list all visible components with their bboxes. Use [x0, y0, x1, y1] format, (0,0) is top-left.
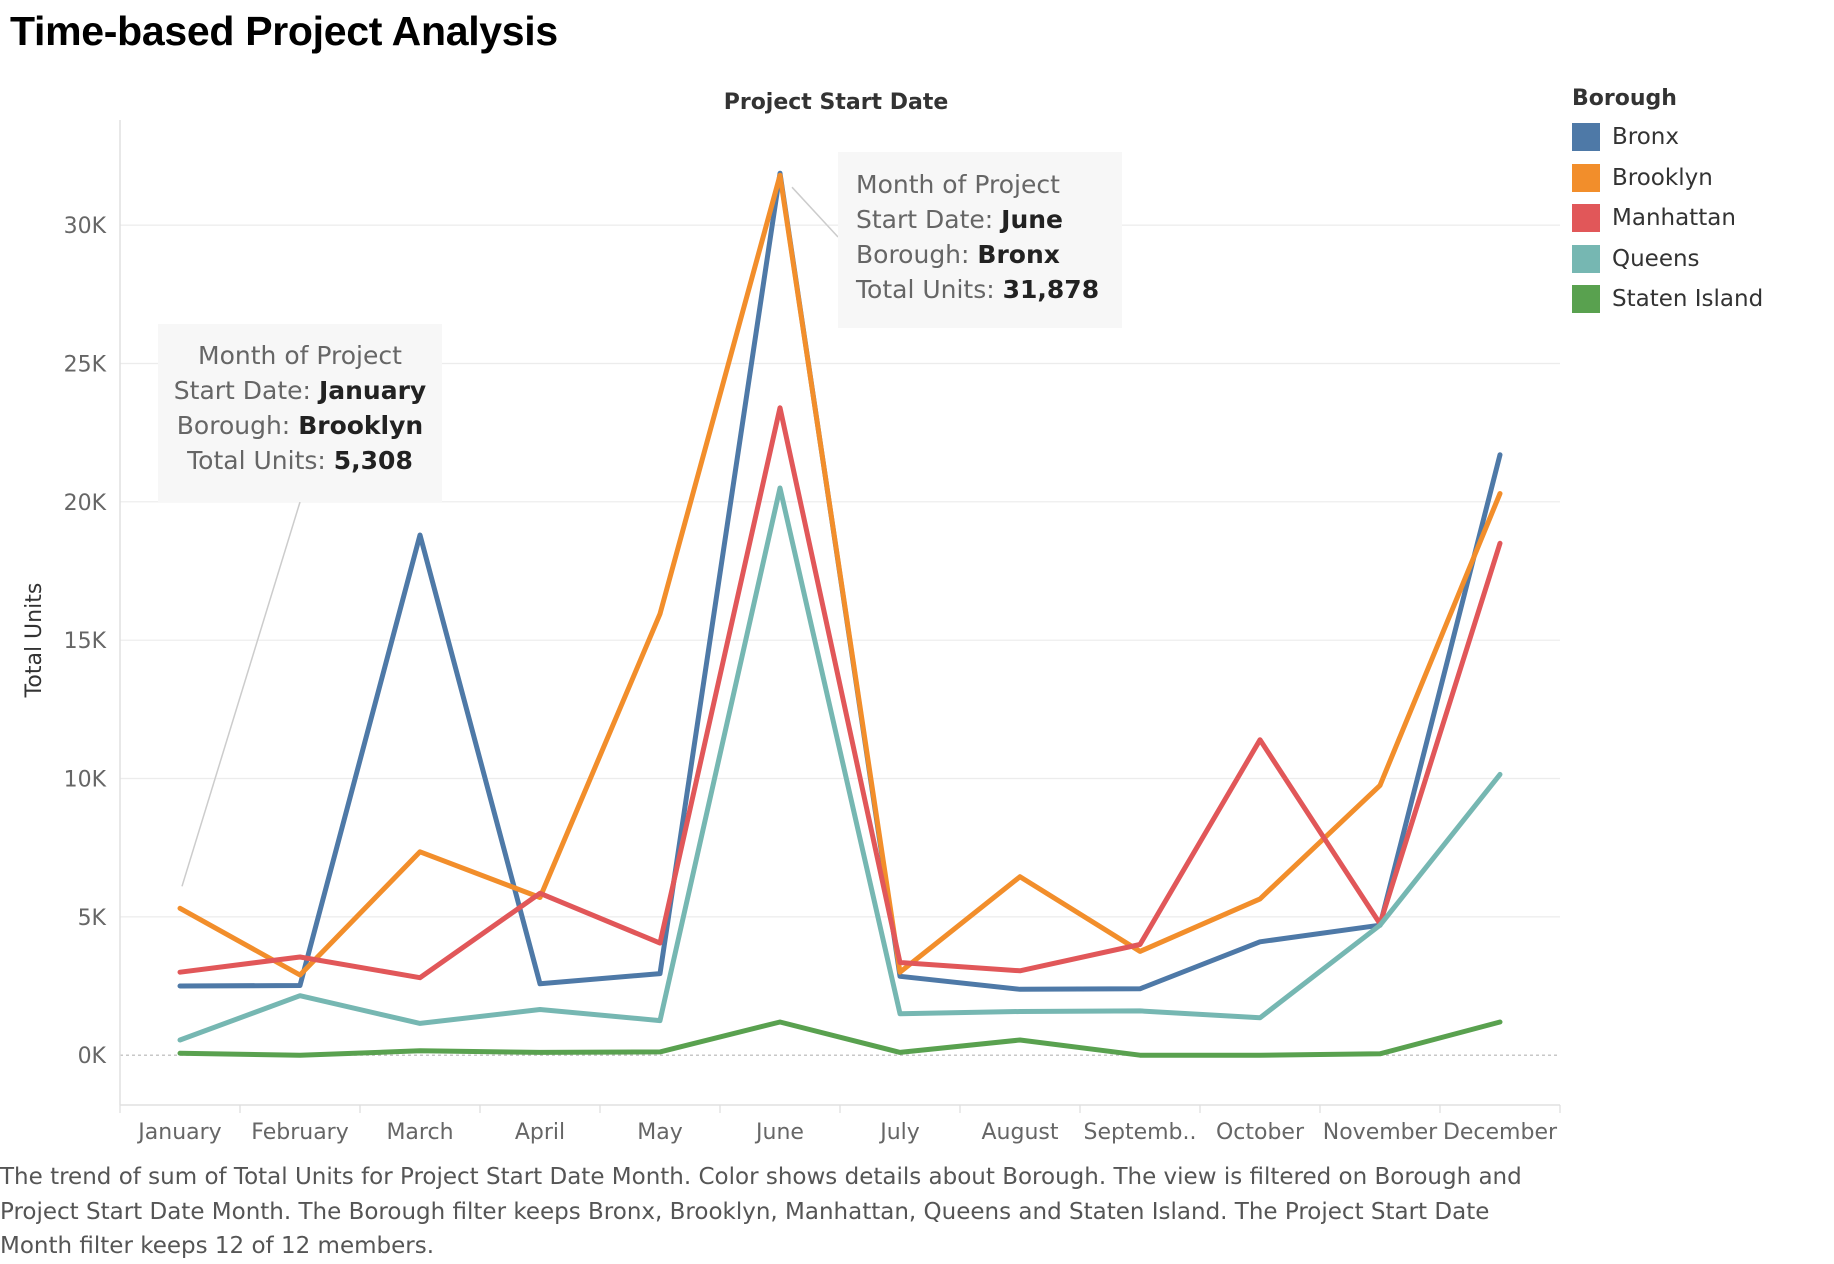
tooltip-june-bronx: Month of Project Start Date: June Boroug…: [838, 152, 1122, 328]
x-tick-label: June: [754, 1120, 804, 1145]
legend-label: Brooklyn: [1612, 164, 1713, 191]
page-title: Time-based Project Analysis: [10, 8, 558, 54]
axis-layer: 0K 5K 10K 15K 20K 25K 30K January February March A…: [64, 120, 1561, 1145]
series-line-queens[interactable]: [177, 485, 1503, 1043]
x-tick-label: February: [251, 1120, 349, 1145]
tooltip-month-line-1: Month of Project: [198, 341, 402, 370]
tooltip-connector-june: [791, 186, 839, 238]
x-tick-label: November: [1323, 1120, 1438, 1145]
series-layer: [177, 170, 1503, 1058]
tooltip-month-line-2: Start Date: January: [173, 376, 427, 405]
series-line-manhattan[interactable]: [177, 405, 1503, 981]
series-line-brooklyn[interactable]: [177, 172, 1503, 978]
x-tick-label: April: [515, 1120, 565, 1145]
line-chart: Project Start Date Total Units 0K 5K 10K 15…: [22, 90, 1561, 1145]
legend-swatch: [1572, 285, 1600, 314]
y-tick-label: 15K: [64, 629, 107, 654]
annotation-connectors: [181, 186, 839, 887]
legend-swatch: [1572, 244, 1600, 273]
legend-label: Bronx: [1612, 124, 1679, 151]
legend-item-bronx[interactable]: Bronx: [1572, 117, 1822, 158]
y-tick-label: 10K: [64, 768, 107, 793]
x-tick-label: August: [982, 1120, 1059, 1145]
series-line-staten-island[interactable]: [177, 1019, 1503, 1058]
legend-label: Manhattan: [1612, 205, 1736, 232]
x-tick-label: January: [136, 1120, 221, 1145]
tooltip-connector-january: [181, 501, 301, 887]
y-tick-label: 30K: [64, 214, 107, 239]
chart-title: Project Start Date: [724, 90, 949, 115]
tooltip-borough-line: Borough: Brooklyn: [176, 411, 424, 440]
y-tick-label: 25K: [64, 352, 107, 377]
x-tick-label: October: [1216, 1120, 1305, 1145]
legend-item-queens[interactable]: Queens: [1572, 239, 1822, 280]
tooltip-month-line-1: Month of Project: [856, 170, 1060, 199]
legend-item-brooklyn[interactable]: Brooklyn: [1572, 158, 1822, 199]
legend: Borough Bronx Brooklyn Manhattan Queens …: [1572, 86, 1822, 320]
legend-item-staten-island[interactable]: Staten Island: [1572, 279, 1822, 320]
x-tick-label: December: [1443, 1120, 1558, 1145]
legend-label: Queens: [1612, 245, 1700, 272]
tooltip-units-line: Total Units: 5,308: [187, 446, 413, 475]
legend-swatch: [1572, 163, 1600, 192]
y-tick-label: 20K: [64, 491, 107, 516]
tooltip-borough-line: Borough: Bronx: [856, 240, 1060, 269]
y-tick-label: 0K: [78, 1044, 107, 1069]
y-tick-label: 5K: [78, 906, 107, 931]
x-tick-label: Septemb..: [1083, 1120, 1196, 1145]
tooltip-units-line: Total Units: 31,878: [856, 275, 1100, 304]
tooltip-january-brooklyn: Month of Project Start Date: January Bor…: [158, 324, 442, 502]
x-tick-label: July: [878, 1120, 920, 1145]
chart-caption: The trend of sum of Total Units for Proj…: [0, 1164, 1522, 1259]
legend-item-manhattan[interactable]: Manhattan: [1572, 198, 1822, 239]
legend-title: Borough: [1572, 86, 1677, 111]
tooltip-month-line-2: Start Date: June: [856, 205, 1064, 234]
x-tick-label: March: [386, 1120, 453, 1145]
legend-swatch: [1572, 123, 1600, 152]
legend-label: Staten Island: [1612, 286, 1764, 313]
legend-swatch: [1572, 204, 1600, 233]
y-axis-label: Total Units: [22, 583, 47, 699]
x-tick-label: May: [637, 1120, 682, 1145]
